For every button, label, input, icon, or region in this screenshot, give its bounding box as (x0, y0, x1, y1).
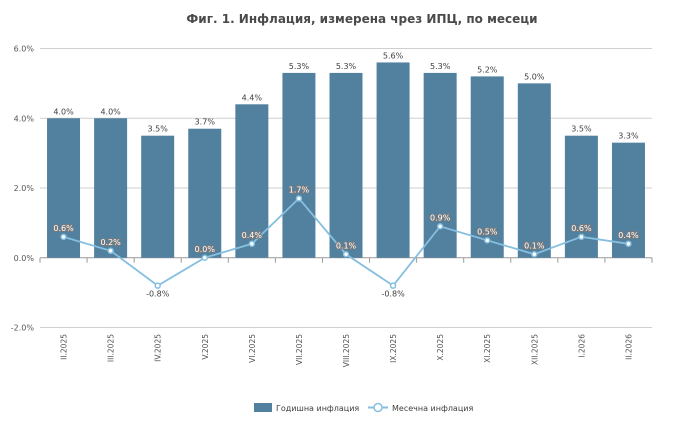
y-tick-label: 0.0% (14, 254, 35, 263)
x-tick-label: V.2025 (201, 334, 210, 360)
bar-value-label: 3.7% (195, 118, 216, 127)
bar (329, 72, 363, 258)
bar-value-label: 5.3% (430, 62, 451, 71)
line-value-label: 0.5% (477, 227, 498, 236)
x-tick-label: II.2025 (60, 334, 69, 360)
x-tick-label: VII.2025 (295, 334, 304, 365)
bar-value-label: 5.6% (383, 51, 404, 60)
bar-value-label: 4.0% (100, 107, 121, 116)
bar (517, 83, 551, 258)
x-axis: II.2025 III.2025 IV.2025 V.2025 VI.2025 VII.2… (39, 257, 653, 367)
y-tick-label: 6.0% (14, 45, 35, 54)
bar (188, 128, 222, 258)
x-tick-label: IV.2025 (154, 334, 163, 362)
legend-bar-label: Годишна инфлация (276, 404, 359, 413)
line-value-label: 0.1% (336, 241, 357, 250)
bar-value-label: 3.5% (148, 125, 169, 134)
y-tick-label: -2.0% (11, 324, 35, 333)
line-value-label: 0.4% (242, 231, 263, 240)
bar-value-label: 3.3% (618, 132, 639, 141)
line-point (342, 251, 350, 258)
x-tick-label: III.2025 (107, 334, 116, 362)
line-value-label: 0.1% (524, 241, 545, 250)
bar-value-label: 5.3% (289, 62, 310, 71)
line-point (248, 240, 256, 248)
bar-value-label: 3.5% (571, 125, 592, 134)
chart-title: Фиг. 1. Инфлация, измерена чрез ИПЦ, по … (186, 12, 537, 26)
line-point (60, 233, 67, 241)
line-value-label: 0.6% (571, 224, 592, 233)
legend-bar-swatch (254, 403, 272, 412)
bar-value-label: 5.2% (477, 65, 498, 74)
x-tick-label: XI.2025 (483, 334, 492, 363)
y-tick-label: 2.0% (14, 184, 35, 193)
line-point (154, 282, 161, 289)
line-series (60, 195, 632, 289)
legend: Годишна инфлация Месечна инфлация (254, 402, 473, 413)
bar-value-label: 4.0% (53, 107, 74, 116)
bar (141, 135, 175, 258)
x-tick-label: IX.2025 (389, 334, 398, 363)
line-point (201, 254, 209, 261)
bar-value-label: 5.0% (524, 72, 545, 81)
line-value-label: 0.2% (100, 238, 121, 247)
line-point (389, 282, 397, 289)
line-value-label: -0.8% (381, 290, 405, 299)
line-value-label: 0.4% (618, 231, 639, 240)
line-value-label: 0.6% (53, 224, 74, 233)
line-point (531, 251, 538, 258)
bar-series (47, 62, 645, 258)
x-tick-label: II.2026 (624, 334, 633, 360)
legend-line-label: Месечна инфлация (392, 404, 473, 413)
x-tick-label: VI.2025 (248, 334, 257, 363)
line-point (625, 240, 632, 248)
line-value-label: 1.7% (289, 185, 310, 194)
line-point (436, 223, 444, 230)
line-value-label: 0.0% (195, 245, 216, 254)
bar-labels: 4.0% 4.0% 3.5% 3.7% 4.4% 5.3% 5.3% 5.6% 5.3% 5.2%… (53, 51, 639, 140)
bar (376, 62, 410, 258)
line-point (578, 233, 585, 241)
bar (94, 118, 128, 258)
x-tick-label: X.2025 (436, 334, 445, 361)
bar (470, 76, 504, 258)
line-value-label: 0.9% (430, 213, 451, 222)
line-labels: 0.6% 0.2% -0.8% 0.0% 0.4% 1.7% 0.1% -0.8% 0.9% 0.… (52, 184, 640, 299)
y-axis: -2.0% 0.0% 2.0% 4.0% 6.0% (11, 45, 35, 333)
bar (282, 72, 316, 258)
x-tick-label: XII.2025 (530, 334, 539, 365)
line-value-label: -0.8% (146, 290, 170, 299)
y-tick-label: 4.0% (14, 114, 35, 123)
bar-value-label: 5.3% (336, 62, 357, 71)
line-point (295, 195, 303, 202)
line-point (483, 237, 491, 244)
bar (611, 142, 645, 258)
bar-value-label: 4.4% (242, 93, 263, 102)
line-point (107, 247, 114, 255)
x-tick-label: VIII.2025 (342, 334, 351, 367)
x-tick-label: I.2026 (577, 334, 586, 358)
legend-line-marker (373, 402, 383, 413)
